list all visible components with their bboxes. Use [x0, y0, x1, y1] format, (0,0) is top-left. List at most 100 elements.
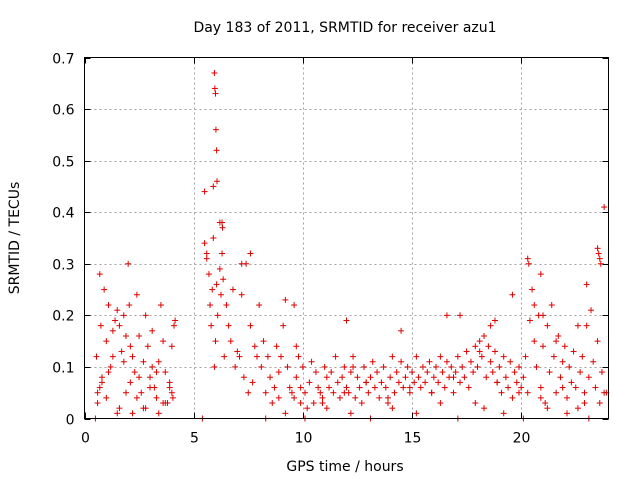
data-point — [537, 394, 544, 401]
data-point — [572, 384, 579, 391]
data-point — [526, 317, 533, 324]
data-point — [133, 291, 140, 298]
data-point — [232, 363, 239, 370]
data-point — [378, 379, 385, 386]
x-tick-label: 0 — [81, 431, 90, 447]
data-point — [214, 312, 221, 319]
data-point — [430, 374, 437, 381]
data-point — [118, 348, 125, 355]
data-point — [358, 400, 365, 407]
data-point — [310, 400, 317, 407]
data-point — [147, 384, 153, 391]
data-point — [211, 85, 218, 92]
data-point — [574, 322, 581, 329]
data-point — [262, 389, 269, 396]
data-point — [253, 353, 260, 360]
data-point — [203, 255, 210, 262]
data-point — [94, 400, 101, 407]
data-point — [172, 317, 179, 324]
data-point — [282, 410, 289, 417]
data-point — [221, 353, 228, 360]
data-point — [524, 389, 531, 396]
data-point — [326, 384, 333, 391]
data-point — [317, 389, 324, 396]
x-tick-labels: 0 5 10 15 20 — [81, 431, 530, 447]
data-point — [406, 384, 413, 391]
data-point — [166, 379, 173, 386]
data-point — [153, 369, 160, 376]
data-point — [467, 358, 474, 365]
data-point — [487, 358, 494, 365]
data-point — [509, 291, 516, 298]
data-point — [153, 394, 160, 401]
data-point — [531, 302, 538, 309]
data-point — [428, 389, 435, 396]
data-point — [564, 394, 571, 401]
data-point — [433, 363, 440, 370]
data-point — [356, 384, 363, 391]
data-point — [544, 322, 551, 329]
data-point — [319, 394, 326, 401]
data-point — [371, 384, 378, 391]
data-point — [481, 332, 488, 339]
y-tick-label: 0.6 — [52, 103, 74, 119]
data-point — [525, 260, 532, 267]
data-point — [171, 322, 178, 329]
data-point — [297, 400, 304, 407]
data-point — [144, 343, 151, 350]
data-point — [282, 296, 289, 303]
data-point — [339, 374, 346, 381]
data-point — [546, 369, 553, 376]
data-point — [583, 322, 590, 329]
data-point — [585, 374, 592, 381]
data-point — [328, 369, 335, 376]
data-point — [203, 250, 210, 257]
data-point — [140, 405, 147, 412]
data-point — [500, 353, 507, 360]
y-tick-label: 0.5 — [52, 155, 74, 171]
data-point — [297, 384, 304, 391]
data-point — [389, 353, 396, 360]
data-point — [341, 389, 348, 396]
data-point — [258, 363, 265, 370]
data-point — [422, 379, 429, 386]
data-point — [217, 291, 224, 298]
data-point — [213, 147, 220, 154]
data-point — [450, 389, 457, 396]
data-point — [98, 374, 105, 381]
data-point — [413, 353, 420, 360]
data-point — [267, 374, 274, 381]
y-tick-label: 0 — [66, 413, 75, 429]
data-point — [476, 338, 483, 345]
data-point — [470, 369, 477, 376]
data-point — [225, 322, 232, 329]
data-point — [518, 384, 525, 391]
data-point — [592, 384, 599, 391]
data-point — [559, 384, 566, 391]
data-point — [531, 338, 538, 345]
data-point — [122, 332, 129, 339]
data-point — [594, 245, 601, 252]
data-point — [426, 358, 433, 365]
data-point — [105, 369, 112, 376]
data-point — [97, 322, 104, 329]
y-tick-label: 0.3 — [52, 258, 74, 274]
data-point — [114, 307, 121, 314]
data-point — [142, 312, 149, 319]
data-point — [126, 302, 133, 309]
data-point — [293, 374, 300, 381]
data-point — [472, 400, 479, 407]
data-point — [127, 379, 134, 386]
data-point — [236, 353, 243, 360]
data-point — [579, 353, 586, 360]
data-point — [352, 394, 359, 401]
data-point — [234, 348, 241, 355]
data-point — [208, 322, 215, 329]
data-point — [245, 389, 252, 396]
data-point — [489, 369, 496, 376]
data-point — [570, 348, 577, 355]
data-point — [96, 271, 103, 278]
data-point — [308, 358, 315, 365]
data-point — [598, 369, 605, 376]
data-point — [597, 260, 604, 267]
